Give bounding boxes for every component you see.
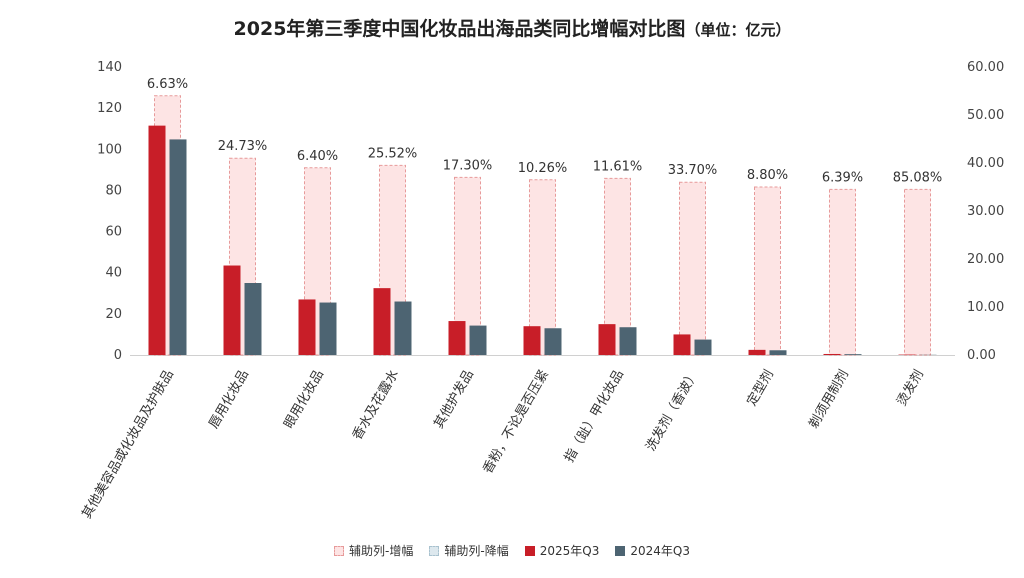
bar-2024-q3	[394, 301, 412, 355]
y-left-tick-label: 140	[97, 60, 122, 75]
bar-2025-q3	[298, 299, 316, 355]
bar-2025-q3	[823, 353, 841, 355]
legend-item-down[interactable]: 辅助列-降幅	[429, 542, 509, 559]
y-left-tick-label: 80	[105, 183, 122, 198]
bar-2024-q3	[544, 328, 562, 355]
bar-2025-q3	[373, 288, 391, 355]
bar-2025-q3	[148, 125, 166, 355]
y-left-tick-label: 60	[105, 225, 122, 240]
bar-2025-q3	[448, 321, 466, 355]
chart-title: 2025年第三季度中国化妆品出海品类同比增幅对比图（单位：亿元）	[0, 14, 1024, 41]
legend-label-2025: 2025年Q3	[539, 544, 600, 558]
bar-aux-growth	[754, 186, 781, 356]
legend-item-2024[interactable]: 2024年Q3	[615, 542, 690, 559]
y-left-tick-label: 20	[105, 307, 122, 322]
y-left-tick-label: 100	[97, 142, 122, 157]
category-label: 香水及花露水	[349, 367, 402, 443]
bar-2024-q3	[319, 302, 337, 355]
title-text: 2025年第三季度中国化妆品出海品类同比增幅对比图	[233, 18, 686, 40]
bar-aux-growth	[904, 188, 931, 356]
y-left-tick-label: 0	[114, 348, 122, 363]
bar-2025-q3	[523, 326, 541, 355]
category-label: 剃须用制剂	[806, 368, 851, 432]
category-label: 其他美容品或化妆品及护肤品	[79, 367, 177, 521]
title-unit: （单位：亿元）	[685, 21, 791, 39]
y-right-tick-label: 30.00	[967, 204, 1004, 219]
bar-2024-q3	[244, 283, 262, 355]
category-label: 眼用化妆品	[281, 368, 326, 432]
category-label: 烫发剂	[894, 367, 927, 409]
legend-label-up: 辅助列-增幅	[349, 544, 414, 558]
bar-2024-q3	[694, 339, 712, 355]
legend-label-down: 辅助列-降幅	[444, 544, 509, 558]
category-label: 其他护发品	[431, 367, 477, 431]
bar-2025-q3	[673, 334, 691, 355]
bar-2025-q3	[598, 324, 616, 355]
bar-2024-q3	[169, 139, 187, 355]
legend-item-2025[interactable]: 2025年Q3	[524, 542, 600, 559]
y-right-tick-label: 10.00	[967, 300, 1004, 315]
bar-2025-q3	[223, 265, 241, 355]
legend-swatch-down	[429, 545, 440, 556]
growth-label: 85.08%	[893, 170, 943, 185]
bar-aux-growth	[529, 179, 556, 356]
growth-label: 6.39%	[822, 170, 863, 185]
bar-2024-q3	[619, 327, 637, 355]
growth-label: 11.61%	[593, 159, 643, 174]
growth-label: 24.73%	[218, 139, 268, 154]
growth-label: 8.80%	[747, 168, 788, 183]
growth-label: 25.52%	[368, 146, 418, 161]
y-right-tick-label: 50.00	[967, 108, 1004, 123]
legend-swatch-up	[334, 545, 345, 556]
bar-2025-q3	[748, 349, 766, 355]
bar-2024-q3	[844, 354, 862, 355]
growth-label: 33.70%	[668, 163, 718, 178]
legend-swatch-2025	[524, 545, 535, 556]
category-label: 洗发剂（香波）	[643, 367, 702, 454]
bar-2024-q3	[469, 325, 487, 355]
growth-label: 6.40%	[297, 149, 338, 164]
y-left-tick-label: 40	[105, 266, 122, 281]
growth-label: 10.26%	[518, 161, 568, 176]
category-label: 指（趾）甲化妆品	[562, 368, 627, 466]
y-right-tick-label: 20.00	[967, 252, 1004, 267]
legend-label-2024: 2024年Q3	[630, 544, 690, 558]
bar-aux-growth	[679, 181, 706, 356]
legend-swatch-2024	[615, 545, 626, 556]
y-left-tick-label: 120	[97, 101, 122, 116]
growth-label: 17.30%	[443, 158, 493, 173]
category-label: 唇用化妆品	[206, 368, 251, 432]
legend: 辅助列-增幅 辅助列-降幅 2025年Q3 2024年Q3	[0, 542, 1024, 559]
y-right-tick-label: 40.00	[967, 156, 1004, 171]
category-label: 定型剂	[744, 368, 776, 409]
y-right-tick-label: 60.00	[967, 60, 1004, 75]
y-right-tick-label: 0.00	[967, 348, 996, 363]
bar-aux-growth	[829, 188, 856, 356]
growth-label: 6.63%	[147, 77, 188, 92]
category-label: 香粉，不论是否压紧	[480, 368, 551, 477]
bar-2024-q3	[769, 350, 787, 355]
legend-item-up[interactable]: 辅助列-增幅	[334, 542, 413, 559]
